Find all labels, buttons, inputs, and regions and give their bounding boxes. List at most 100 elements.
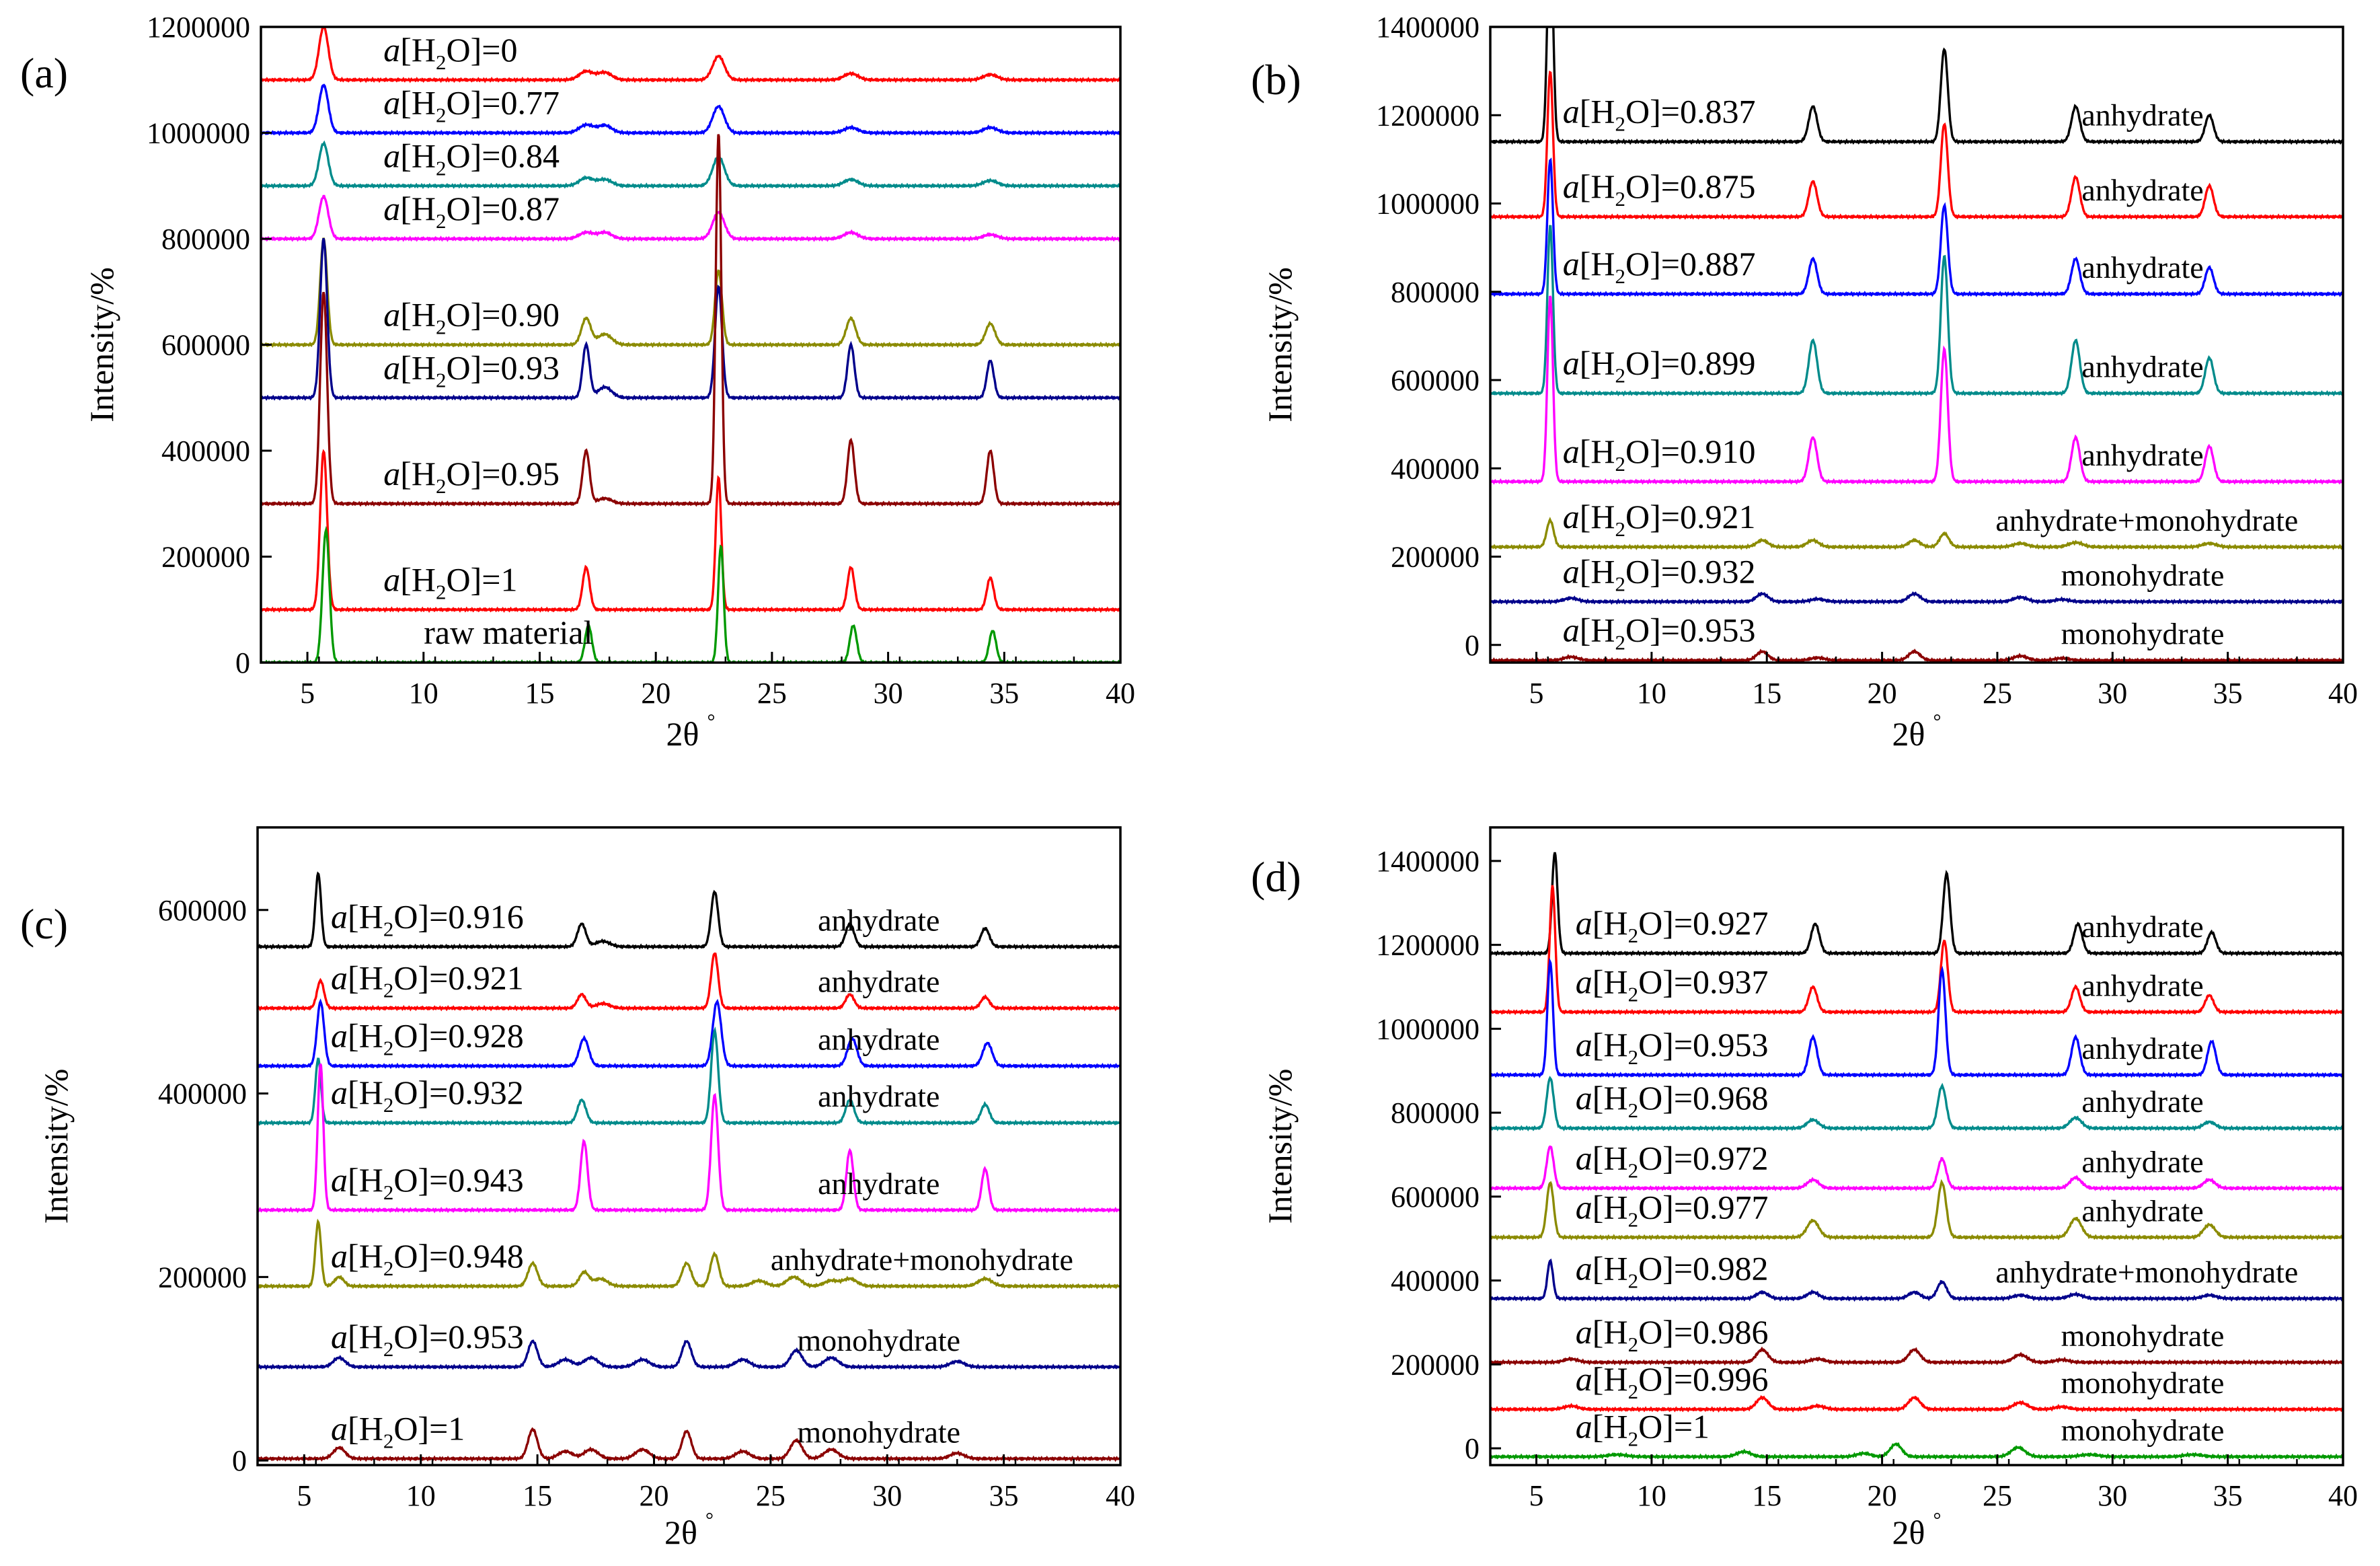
x-tick-label: 25 — [1983, 677, 2012, 710]
series-label: a[H2O]=0.95 — [383, 455, 560, 498]
series-label: a[H2O]=0.93 — [383, 348, 560, 392]
series-label: a[H2O]=0.996 — [1576, 1360, 1769, 1403]
series-label: a[H2O]=0.937 — [1576, 963, 1769, 1006]
series-label: a[H2O]=0.910 — [1563, 433, 1756, 476]
series-trace — [1490, 852, 2343, 957]
y-tick-label: 600000 — [161, 329, 250, 362]
series-trace — [1490, 70, 2343, 221]
y-tick-label: 1400000 — [1376, 845, 1480, 878]
x-tick-label: 15 — [1752, 1479, 1781, 1512]
phase-note: monohydrate — [2061, 1366, 2225, 1400]
series-label: a[H2O]=0.953 — [1563, 611, 1756, 655]
y-axis-label: Intensity/% — [83, 267, 120, 422]
x-tick-label: 30 — [2098, 1479, 2127, 1512]
phase-note: monohydrate — [797, 1415, 960, 1449]
phase-note: monohydrate — [2061, 558, 2225, 592]
series-trace — [1490, 885, 2343, 1016]
x-tick-label: 10 — [1637, 1479, 1666, 1512]
series-trace — [261, 140, 1120, 190]
series-label: a[H2O]=0.899 — [1563, 344, 1756, 387]
y-tick-label: 200000 — [158, 1261, 247, 1294]
x-axis-label: 2θ ° — [664, 1509, 714, 1551]
y-tick-label: 200000 — [1391, 1348, 1480, 1381]
y-tick-label: 400000 — [161, 435, 250, 468]
x-tick-label: 25 — [1983, 1479, 2012, 1512]
x-tick-label: 30 — [872, 1479, 902, 1512]
series-label: a[H2O]=0.986 — [1576, 1313, 1769, 1356]
x-tick-label: 40 — [2328, 1479, 2358, 1512]
phase-note: anhydrate — [818, 903, 939, 937]
series-label: a[H2O]=0.928 — [331, 1017, 524, 1060]
series-label: a[H2O]=0.972 — [1576, 1139, 1769, 1182]
phase-note: anhydrate — [2081, 1084, 2203, 1119]
y-tick-label: 200000 — [161, 541, 250, 574]
series-trace — [1490, 1145, 2343, 1192]
series-label: a[H2O]=0 — [383, 31, 517, 74]
phase-note: anhydrate — [818, 1079, 939, 1113]
series-trace — [1490, 27, 2343, 145]
panel-c: (c) a[H2O]=0.916 anhydrate a[H2O]=0.921 anhy… — [20, 826, 1135, 1551]
panel-tag: (c) — [20, 900, 68, 948]
series-label: a[H2O]=0.953 — [1576, 1026, 1769, 1069]
phase-note: anhydrate — [2081, 250, 2203, 285]
phase-note: anhydrate — [818, 1166, 939, 1201]
panel-d: (d) a[H2O]=0.927 anhydrate a[H2O]=0.937 anhy… — [1251, 826, 2358, 1551]
phase-note: anhydrate — [2081, 350, 2203, 384]
series-label: a[H2O]=0.90 — [383, 296, 560, 339]
y-tick-label: 1200000 — [147, 11, 250, 44]
y-tick-label: 1200000 — [1376, 99, 1480, 132]
series-label: a[H2O]=0.932 — [331, 1074, 524, 1117]
x-tick-label: 15 — [525, 677, 554, 710]
series-trace — [1490, 225, 2343, 397]
x-tick-label: 25 — [757, 677, 787, 710]
panel-a: (a) a[H2O]=0 a[H2O]=0.77 a[H2O]=0.84 a[H2O]=… — [20, 11, 1135, 753]
x-tick-label: 40 — [1106, 1479, 1135, 1512]
x-tick-label: 40 — [2328, 677, 2358, 710]
y-tick-label: 600000 — [1391, 1181, 1480, 1214]
y-tick-label: 800000 — [161, 223, 250, 256]
phase-note: anhydrate — [2081, 438, 2203, 472]
x-tick-label: 25 — [756, 1479, 785, 1512]
phase-note: monohydrate — [2061, 1318, 2225, 1353]
x-axis-label: 2θ ° — [1892, 710, 1942, 753]
y-tick-label: 0 — [1465, 629, 1480, 662]
y-tick-label: 0 — [232, 1444, 247, 1477]
series-group — [1490, 27, 2343, 663]
series-trace — [1490, 295, 2343, 485]
x-tick-label: 20 — [1868, 1479, 1897, 1512]
series-label: raw material — [424, 613, 592, 651]
phase-note: anhydrate — [2081, 1031, 2203, 1066]
series-trace — [258, 1026, 1120, 1127]
y-tick-label: 400000 — [158, 1078, 247, 1111]
phase-note: anhydrate+monohydrate — [1995, 503, 2298, 537]
x-tick-label: 15 — [1752, 677, 1781, 710]
plot-frame — [1489, 826, 2344, 1466]
series-trace — [258, 1218, 1120, 1290]
x-axis-label: 2θ ° — [666, 710, 716, 753]
x-tick-label: 20 — [641, 677, 670, 710]
phase-note: anhydrate — [818, 965, 939, 999]
series-trace — [261, 449, 1120, 613]
series-trace — [1490, 591, 2343, 605]
series-label: a[H2O]=0.968 — [1576, 1079, 1769, 1122]
x-tick-label: 10 — [409, 677, 438, 710]
x-axis-label: 2θ ° — [1892, 1509, 1942, 1551]
panel-tag: (a) — [20, 49, 68, 97]
y-tick-label: 800000 — [1391, 276, 1480, 309]
series-label: a[H2O]=0.932 — [1563, 552, 1756, 595]
x-tick-label: 5 — [1529, 1479, 1544, 1512]
x-tick-label: 15 — [523, 1479, 552, 1512]
series-trace — [1490, 1395, 2343, 1413]
series-label: a[H2O]=0.887 — [1563, 245, 1756, 288]
series-label: a[H2O]=0.77 — [383, 84, 560, 127]
phase-note: anhydrate — [2081, 173, 2203, 207]
y-tick-label: 1000000 — [1376, 1012, 1480, 1045]
series-trace — [1490, 157, 2343, 297]
series-group — [258, 871, 1120, 1462]
series-trace — [258, 998, 1120, 1070]
x-tick-label: 35 — [989, 1479, 1019, 1512]
series-trace — [1490, 517, 2343, 551]
phase-note: anhydrate+monohydrate — [771, 1242, 1073, 1277]
series-trace — [1490, 957, 2343, 1078]
